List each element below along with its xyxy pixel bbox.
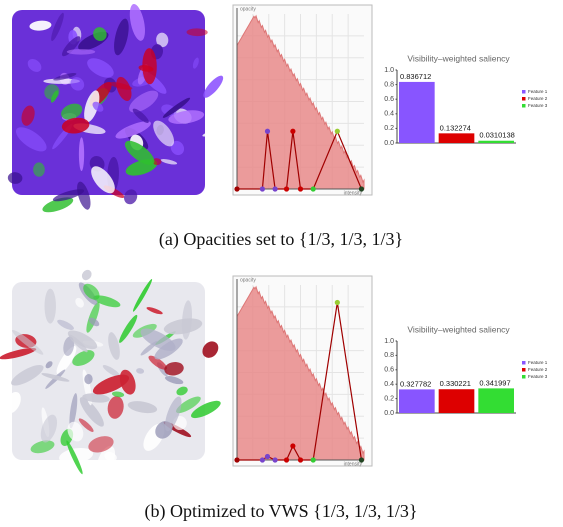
- volume-rendering: [0, 268, 223, 478]
- control-point: [335, 129, 340, 134]
- volume-blob: [80, 268, 94, 282]
- y-axis-label: opacity: [240, 6, 256, 12]
- legend-swatch: [522, 361, 526, 365]
- page: {"chart_data": [ {"type": "line", "y_lab…: [0, 0, 563, 527]
- caption: (b) Optimized to VWS {1/3, 1/3, 1/3}: [145, 501, 418, 522]
- control-point: [265, 454, 270, 459]
- y-tick-label: 0.2: [384, 395, 394, 402]
- y-tick-label: 1.0: [384, 67, 394, 74]
- y-tick-label: 0.2: [384, 125, 394, 132]
- value-label: 0.330221: [440, 379, 471, 388]
- control-point: [335, 300, 340, 305]
- control-point: [234, 457, 239, 462]
- control-point: [298, 457, 303, 462]
- value-label: 0.0310138: [479, 131, 514, 140]
- legend-swatch: [522, 90, 526, 94]
- control-point: [234, 186, 239, 191]
- control-point: [298, 186, 303, 191]
- y-tick-label: 0.6: [384, 96, 394, 103]
- chart-title: Visibility–weighted saliency: [407, 324, 510, 334]
- control-point: [273, 457, 278, 462]
- y-tick-label: 0.4: [384, 381, 394, 388]
- bar: [439, 389, 475, 413]
- control-point: [265, 129, 270, 134]
- control-point: [290, 129, 295, 134]
- control-point: [311, 457, 316, 462]
- x-axis-label: intensity: [344, 461, 363, 467]
- legend-swatch: [522, 104, 526, 108]
- volume-blob: [45, 289, 56, 324]
- bar: [399, 389, 435, 413]
- volume-blob: [79, 137, 84, 171]
- control-point: [284, 457, 289, 462]
- y-tick-label: 0.0: [384, 140, 394, 147]
- legend-swatch: [522, 368, 526, 372]
- control-point: [311, 186, 316, 191]
- value-label: 0.341997: [479, 378, 510, 387]
- control-point: [359, 186, 364, 191]
- value-label: 0.836712: [400, 72, 431, 81]
- value-label: 0.132274: [440, 123, 471, 132]
- figure: (a) Opacities set to {1/3, 1/3, 1/3} (b)…: [0, 0, 563, 527]
- chart-title: Visibility–weighted saliency: [407, 53, 510, 63]
- bar: [478, 141, 514, 143]
- bar: [439, 133, 475, 143]
- y-axis-label: opacity: [240, 277, 256, 283]
- y-tick-label: 0.8: [384, 81, 394, 88]
- legend-label: Feature 2: [528, 96, 548, 101]
- control-point: [260, 186, 265, 191]
- volume-rendering: [7, 3, 226, 216]
- legend-swatch: [522, 97, 526, 101]
- control-point: [260, 457, 265, 462]
- y-tick-label: 0.4: [384, 111, 394, 118]
- bar: [399, 82, 435, 143]
- bar: [478, 388, 514, 413]
- control-point: [359, 457, 364, 462]
- legend-label: Feature 1: [528, 89, 548, 94]
- y-tick-label: 0.8: [384, 352, 394, 359]
- y-tick-label: 0.6: [384, 367, 394, 374]
- legend-label: Feature 3: [528, 374, 548, 379]
- legend-label: Feature 3: [528, 103, 548, 108]
- control-point: [273, 186, 278, 191]
- legend-label: Feature 1: [528, 360, 548, 365]
- volume-blob: [67, 49, 95, 55]
- x-axis-label: intensity: [344, 190, 363, 196]
- control-point: [290, 443, 295, 448]
- y-tick-label: 0.0: [384, 410, 394, 417]
- value-label: 0.327782: [400, 379, 431, 388]
- y-tick-label: 1.0: [384, 338, 394, 345]
- legend-swatch: [522, 375, 526, 379]
- legend-label: Feature 2: [528, 367, 548, 372]
- caption: (a) Opacities set to {1/3, 1/3, 1/3}: [159, 229, 403, 250]
- control-point: [284, 186, 289, 191]
